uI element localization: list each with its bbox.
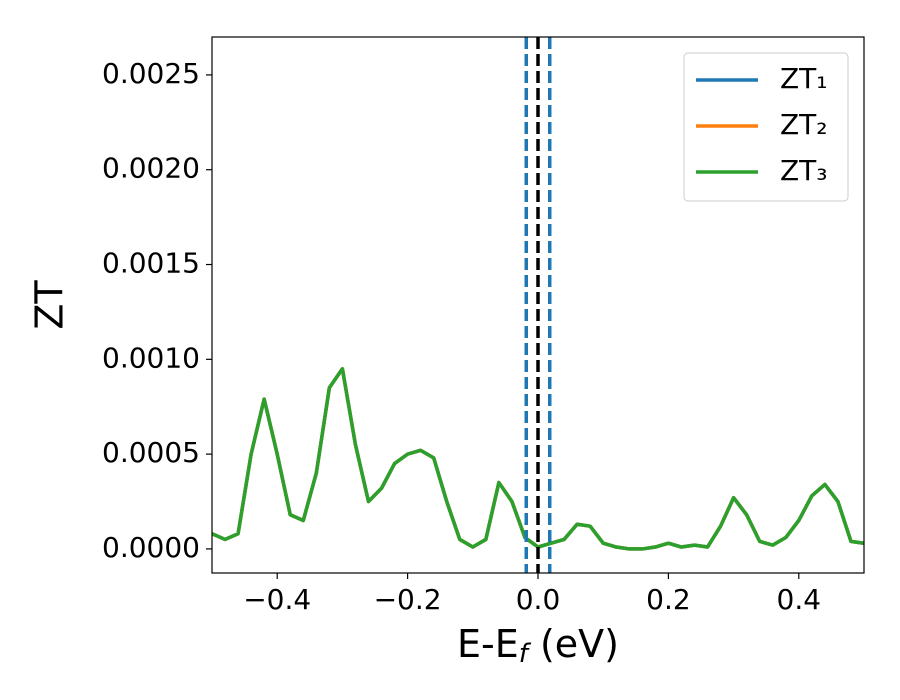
- plot-frame: [211, 36, 865, 574]
- y-tick-label: 0.0000: [102, 531, 200, 564]
- x-tick-label: 0.4: [777, 583, 822, 616]
- x-tick-label: 0.2: [646, 583, 691, 616]
- x-label-rest: (eV): [528, 622, 619, 666]
- x-tick-label: −0.2: [374, 583, 442, 616]
- y-tick-label: 0.0010: [102, 341, 200, 374]
- legend-label: ZT₁: [780, 62, 828, 95]
- x-tick-label: −0.4: [243, 583, 311, 616]
- x-tick-label: 0.0: [516, 583, 561, 616]
- legend-label: ZT₂: [780, 108, 828, 141]
- x-label-main: E-E: [457, 622, 519, 666]
- legend-label: ZT₃: [780, 154, 828, 187]
- x-axis-label: E-Ef (eV): [457, 622, 619, 669]
- y-tick-label: 0.0015: [102, 247, 200, 280]
- y-tick-label: 0.0025: [102, 57, 200, 90]
- y-axis-label: ZT: [28, 280, 72, 330]
- legend-box: [683, 52, 849, 202]
- y-tick-label: 0.0005: [102, 436, 200, 469]
- y-tick-label: 0.0020: [102, 152, 200, 185]
